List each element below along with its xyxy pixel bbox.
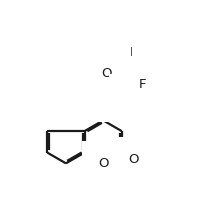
Text: S: S xyxy=(114,78,123,91)
Text: O: O xyxy=(98,94,108,106)
Text: O: O xyxy=(125,90,135,103)
Text: O: O xyxy=(102,67,112,80)
Text: F: F xyxy=(147,63,155,76)
Text: O: O xyxy=(129,153,139,166)
Text: F: F xyxy=(139,78,146,91)
Text: O: O xyxy=(98,157,108,170)
Text: F: F xyxy=(130,46,137,59)
